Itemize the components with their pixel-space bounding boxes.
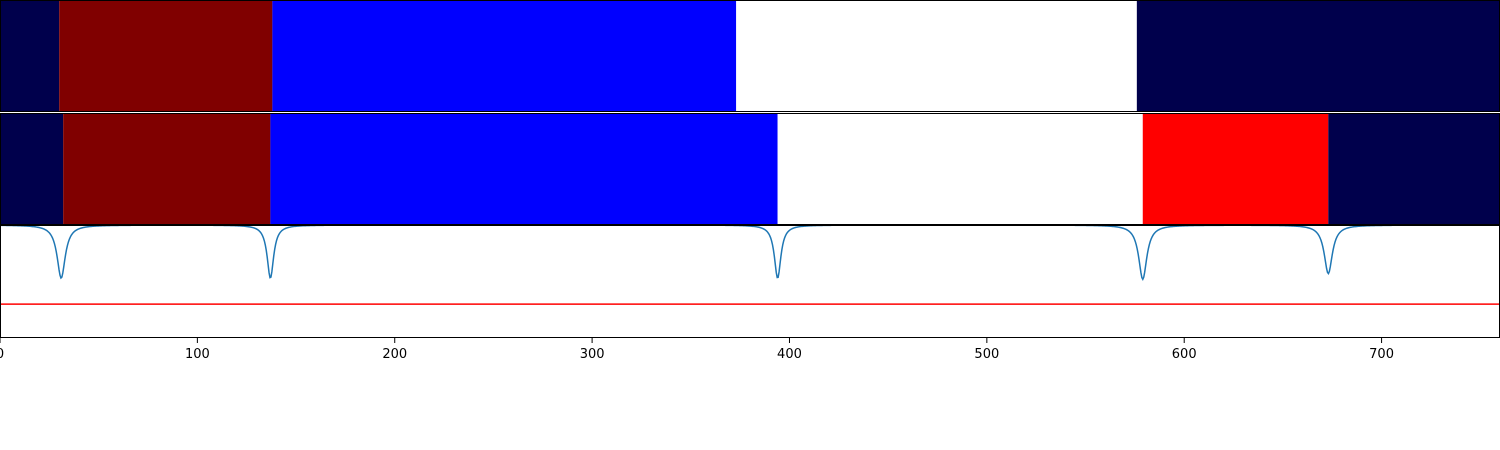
segment-2-4 [777, 113, 1143, 225]
segment-1-4 [736, 0, 1137, 112]
segment-2-5 [1142, 113, 1329, 225]
segmentation-row-1 [0, 0, 1500, 112]
x-axis: 0 100 200 300 400 500 600 700 [0, 338, 1394, 362]
segment-2-6 [1328, 113, 1500, 225]
x-tick-label-200: 200 [382, 347, 407, 362]
segment-2-1 [0, 113, 64, 225]
segment-2-2 [63, 113, 271, 225]
x-tick-label-700: 700 [1369, 347, 1394, 362]
x-tick-label-0: 0 [0, 347, 4, 362]
signal-panel [0, 224, 1500, 338]
signal-panel-background [0, 225, 1500, 338]
x-tick-label-300: 300 [580, 347, 605, 362]
segment-1-3 [272, 0, 737, 112]
segment-1-1 [0, 0, 60, 112]
segment-2-3 [270, 113, 778, 225]
segment-1-5 [1136, 0, 1500, 112]
x-tick-label-100: 100 [185, 347, 210, 362]
segmentation-row-2 [0, 113, 1500, 225]
x-tick-label-400: 400 [777, 347, 802, 362]
x-tick-label-500: 500 [974, 347, 999, 362]
segment-1-2 [59, 0, 273, 112]
x-tick-label-600: 600 [1172, 347, 1197, 362]
